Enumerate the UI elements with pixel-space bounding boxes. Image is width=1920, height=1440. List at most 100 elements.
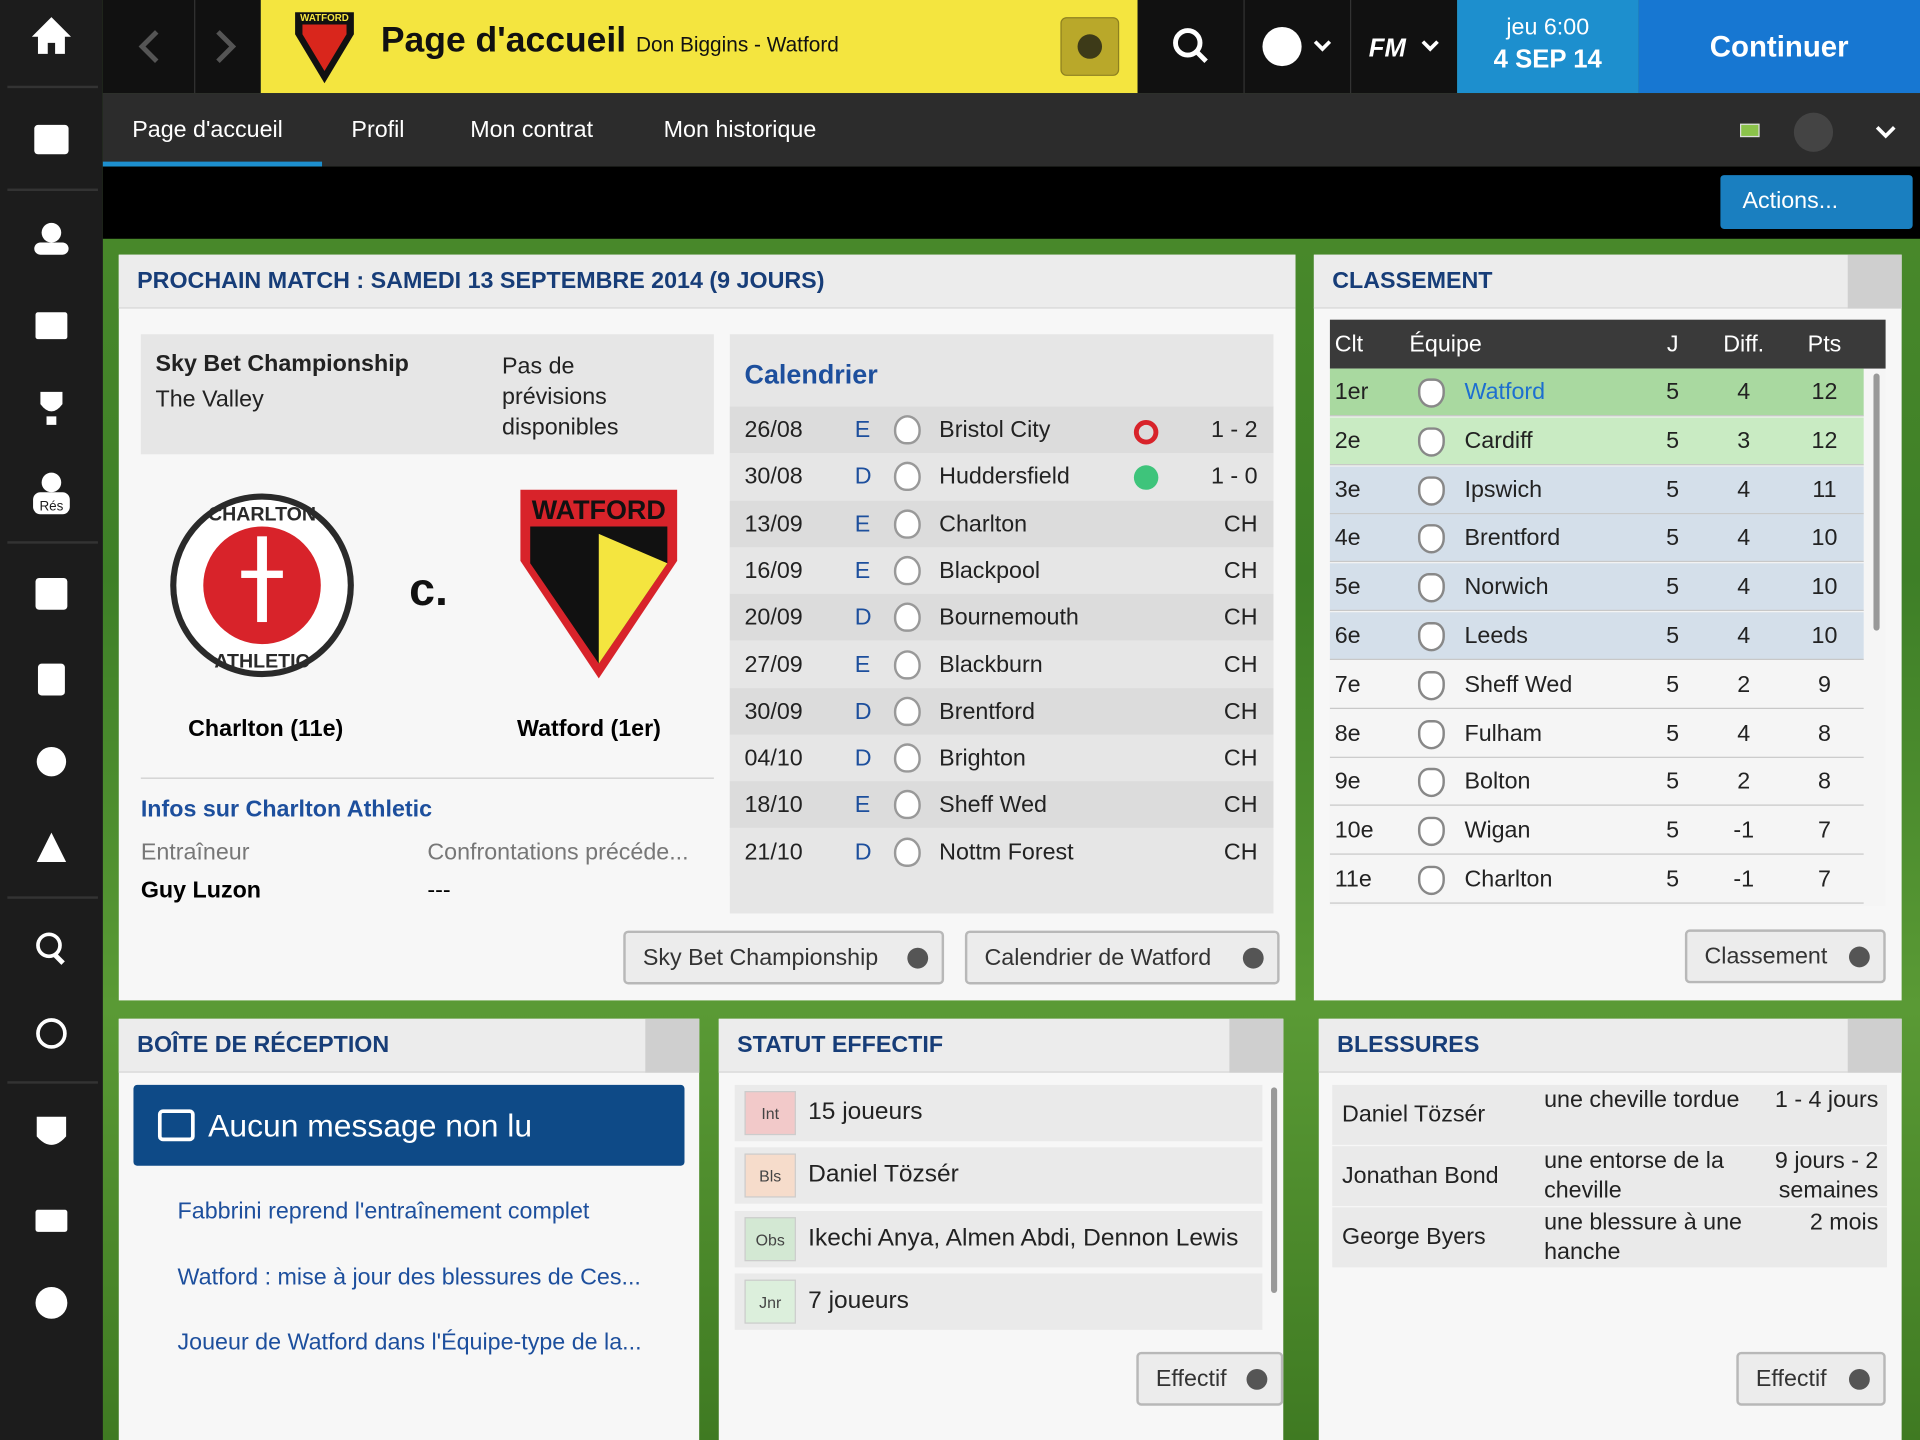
panel-menu[interactable] [1847,1018,1902,1073]
standings-row[interactable]: 9e Bolton 5 2 8 [1329,758,1864,807]
venue-code: E [854,511,871,538]
table-cell: 2e [1334,428,1361,455]
competition-button[interactable]: Sky Bet Championship [623,930,945,985]
calendar-row[interactable]: 16/09 E Blackpool CH [729,547,1274,594]
standings-row[interactable]: 1er Watford 5 4 12 [1329,368,1864,417]
match-date: 26/08 [744,417,803,444]
search-icon[interactable] [36,932,62,959]
column-header: Diff. [1723,331,1765,358]
inbox-item[interactable]: Joueur de Watford dans l'Équipe-type de … [177,1329,642,1356]
calendar-row[interactable]: 04/10 D Brighton CH [729,734,1274,782]
squad-icon[interactable] [41,222,62,243]
dropdown-button[interactable] [1060,17,1120,76]
table-cell: 5 [1666,574,1680,601]
panel-menu[interactable] [1229,1018,1284,1073]
table-cell: 5 [1666,720,1680,747]
opponent: Brighton [939,745,1026,772]
injury-row[interactable]: Jonathan Bond une entorse de la cheville 9… [1332,1146,1887,1207]
standings-row[interactable]: 2e Cardiff 5 3 12 [1329,417,1864,466]
tab[interactable]: Page d'accueil [132,117,283,144]
finance-icon[interactable] [35,1286,68,1319]
title-bar: WATFORD Page d'accueil Don Biggins - Wat… [260,0,1138,94]
loss-icon [1133,420,1159,445]
search-button[interactable] [1173,28,1208,63]
standings-row[interactable]: 11e Charlton 5 -1 7 [1329,855,1864,904]
reserves-icon[interactable] [41,472,62,493]
panel-menu[interactable] [1847,254,1902,309]
tab[interactable]: Mon contrat [470,117,594,144]
actions-label: Actions... [1742,188,1839,215]
club-icon[interactable] [36,1116,67,1145]
status-row[interactable]: Int 15 joueurs [734,1084,1263,1142]
injury-row[interactable]: George Byers une blessure à une hanche 2 m… [1332,1207,1887,1268]
crest [893,555,921,586]
squad-button[interactable]: Effectif [1136,1351,1284,1406]
status-row[interactable]: Jnr 7 joueurs [734,1273,1263,1330]
menu-arrow[interactable] [1873,120,1897,144]
badge-text: CHARLTON [208,503,316,525]
active-tab-indicator [102,161,323,167]
standings-row[interactable]: 8e Fulham 5 4 8 [1329,709,1864,758]
actions-button[interactable]: Actions... [1720,175,1913,229]
standings-row[interactable]: 4e Brentford 5 4 10 [1329,514,1864,563]
forward-button[interactable] [216,30,237,63]
calendar-row[interactable]: 20/09 D Bournemouth CH [729,594,1274,641]
fm-menu[interactable]: FM [1369,34,1407,62]
tab[interactable]: Profil [351,117,405,144]
status-badge: Jnr [744,1279,796,1324]
tactics-icon[interactable] [35,577,68,610]
continue-button[interactable]: Continuer [1638,0,1920,94]
standings-row[interactable]: 5e Norwich 5 4 10 [1329,563,1864,612]
back-button[interactable] [138,30,159,63]
standings-row[interactable]: 3e Ipswich 5 4 11 [1329,466,1864,514]
info-header: Entraîneur [140,840,250,866]
status-row[interactable]: Obs Ikechi Anya, Almen Abdi, Dennon Lewis [734,1210,1263,1267]
standings-row[interactable]: 10e Wigan 5 -1 7 [1329,807,1864,855]
finance-case-icon[interactable] [35,1209,68,1232]
standings-button[interactable]: Classement [1684,929,1886,984]
tab[interactable]: Mon historique [663,117,817,144]
calendar-icon[interactable] [35,312,68,340]
calendar: Calendrier 26/08 E Bristol City 1 - 2 30/08 D… [729,334,1274,914]
injury-row[interactable]: Daniel Tözsér une cheville tordue 1 - 4 jo… [1332,1084,1887,1145]
nav-arrows [102,0,261,94]
calendar-row[interactable]: 27/09 E Blackburn CH [729,641,1274,688]
fixtures-button[interactable]: Calendrier de Watford [964,930,1280,985]
status-badge: Obs [744,1216,796,1261]
calendar-row[interactable]: 13/09 E Charlton CH [729,500,1274,547]
status-row[interactable]: Bls Daniel Tözsér [734,1147,1263,1205]
standings-row[interactable]: 7e Sheff Wed 5 2 9 [1329,660,1864,709]
panel-menu[interactable] [645,1018,700,1073]
injuries-button[interactable]: Effectif [1736,1351,1886,1406]
result: CH [1223,511,1258,538]
report-icon[interactable] [37,663,65,696]
help-button[interactable] [1793,112,1834,152]
opponent: Bristol City [939,417,1051,444]
trophy-icon[interactable] [40,391,63,425]
inbox-item[interactable]: Watford : mise à jour des blessures de C… [177,1264,641,1291]
calendar-row[interactable]: 18/10 E Sheff Wed CH [729,781,1274,829]
injury-type: une cheville tordue [1544,1087,1740,1114]
standings-row[interactable]: 6e Leeds 5 4 10 [1329,612,1864,661]
calendar-row[interactable]: 30/09 D Brentford CH [729,687,1274,735]
inbox-icon[interactable] [34,124,69,155]
reserves-label: Rés [39,499,64,515]
standings-table: Clt Équipe J Diff. Pts 1er Watford 5 4 12 2e Cardif… [1329,319,1886,907]
injury-type: une entorse de la cheville [1544,1148,1724,1204]
training-icon[interactable] [36,832,67,863]
calendar-row[interactable]: 30/08 D Huddersfield 1 - 0 [729,453,1274,500]
table-cell: 5 [1666,866,1680,893]
table-cell: 10 [1811,623,1838,649]
calendar-row[interactable]: 21/10 D Nottm Forest CH [729,828,1274,876]
calendar-row[interactable]: 26/08 E Bristol City 1 - 2 [729,406,1274,454]
opponent: Huddersfield [939,464,1070,491]
info-title[interactable]: Infos sur Charlton Athletic [140,797,433,823]
transfer-icon[interactable] [36,1018,67,1049]
staff-icon[interactable] [36,746,67,777]
inbox-item[interactable]: Fabbrini reprend l'entraînement complet [177,1198,590,1225]
match-date: 16/09 [744,558,803,584]
home-icon[interactable] [31,17,72,54]
opponent: Sheff Wed [939,792,1047,819]
world-button[interactable] [1262,26,1332,67]
status-icon [1740,123,1760,138]
